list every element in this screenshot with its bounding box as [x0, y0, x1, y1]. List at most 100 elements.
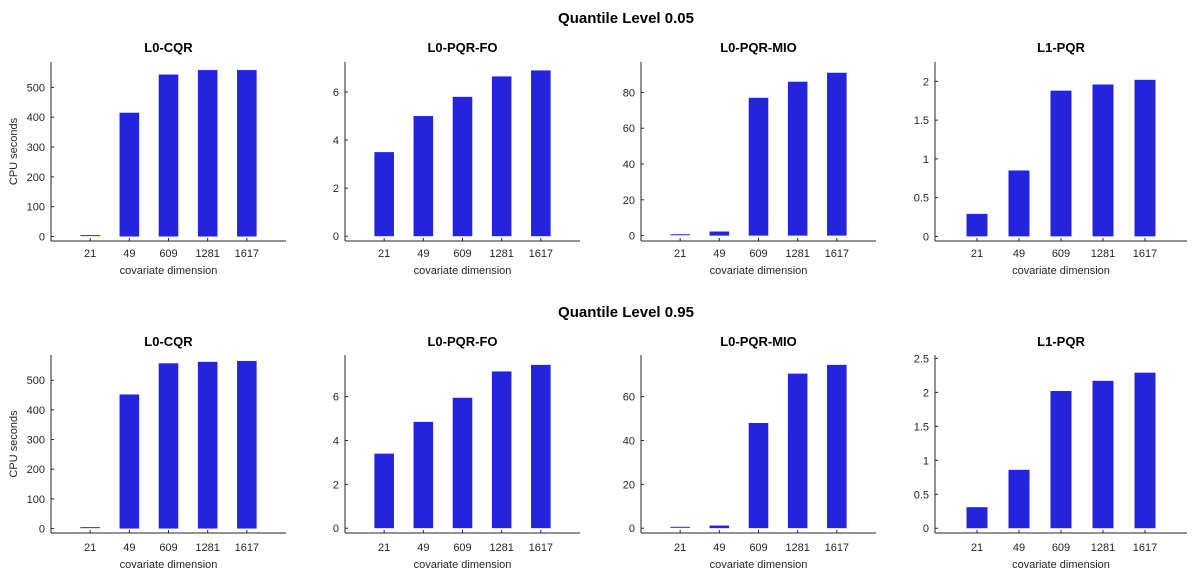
x-tick-label: 21	[971, 542, 983, 554]
x-tick-label: 609	[159, 542, 177, 554]
y-tick-label: 2.5	[914, 353, 929, 365]
x-tick-label: 1281	[1091, 542, 1115, 554]
y-tick-label: 0	[629, 231, 635, 243]
x-tick-label: 1617	[825, 542, 849, 554]
bar-49	[1008, 170, 1030, 237]
y-tick-label: 20	[623, 479, 635, 491]
panel-l0-pqr-mio: L0-PQR-MIO 0 20 40 60 80 21 49 609 1281 1617 covari…	[623, 40, 876, 277]
x-tick-label: 609	[749, 248, 767, 260]
y-tick-label: 1	[923, 154, 929, 166]
bar-1617	[237, 70, 257, 237]
x-tick-label: 49	[713, 542, 725, 554]
bar-1617	[1134, 79, 1156, 237]
bar-609	[1050, 391, 1072, 529]
y-tick-label: 40	[623, 159, 635, 171]
x-tick-label: 21	[84, 248, 96, 260]
bar-21	[670, 526, 690, 528]
x-tick-label: 1281	[1091, 248, 1115, 260]
y-tick-label: 0.5	[914, 489, 929, 501]
panel-title: L1-PQR	[1037, 40, 1085, 55]
subplot-row-2: Quantile Level 0.95L0-CQR010020030040050…	[8, 304, 1187, 571]
x-tick-label: 1617	[825, 248, 849, 260]
bar-1617	[1134, 372, 1156, 529]
bar-1281	[197, 361, 218, 529]
y-tick-label: 300	[27, 142, 45, 154]
bar-1281	[491, 371, 512, 529]
bar-1281	[787, 81, 808, 236]
bar-21	[374, 152, 394, 237]
bar-609	[748, 97, 769, 236]
x-axis-label: covariate dimension	[120, 559, 218, 571]
y-tick-label: 60	[623, 392, 635, 404]
bar-21	[966, 213, 988, 237]
bar-1281	[787, 373, 808, 529]
bar-49	[1008, 469, 1030, 529]
y-tick-label: 4	[333, 135, 339, 147]
y-tick-label: 400	[27, 112, 45, 124]
x-tick-label: 21	[378, 542, 390, 554]
x-tick-label: 1617	[529, 542, 553, 554]
x-axis-label: covariate dimension	[414, 559, 512, 571]
bar-609	[452, 397, 473, 529]
bar-21	[670, 234, 690, 236]
x-axis-label: covariate dimension	[1012, 559, 1110, 571]
x-tick-label: 21	[84, 542, 96, 554]
panel-title: L0-CQR	[144, 334, 193, 349]
y-tick-label: 2	[923, 76, 929, 88]
bar-21	[80, 235, 100, 237]
x-tick-label: 1281	[785, 542, 809, 554]
x-tick-label: 21	[971, 248, 983, 260]
x-tick-label: 1617	[529, 248, 553, 260]
panel-title: L0-PQR-MIO	[720, 334, 797, 349]
x-tick-label: 49	[1013, 542, 1025, 554]
x-tick-label: 49	[713, 248, 725, 260]
y-tick-label: 0	[39, 232, 45, 244]
bar-21	[966, 507, 988, 529]
bar-1617	[237, 360, 257, 529]
x-axis-label: covariate dimension	[710, 265, 808, 277]
panel-title: L0-PQR-FO	[427, 40, 497, 55]
panel-title: L0-CQR	[144, 40, 193, 55]
x-tick-label: 609	[1052, 248, 1070, 260]
y-tick-label: 2	[333, 479, 339, 491]
bar-21	[80, 527, 100, 529]
x-axis-label: covariate dimension	[414, 265, 512, 277]
bar-1281	[1092, 380, 1114, 529]
y-tick-label: 0	[923, 523, 929, 535]
x-tick-label: 21	[674, 248, 686, 260]
panel-l1-pqr: L1-PQR 0 0.5 1 1.5 2 2.5 21 49 609 1281 1617 covaria…	[914, 334, 1187, 571]
y-tick-label: 100	[27, 494, 45, 506]
bar-49	[709, 525, 730, 529]
bar-1617	[531, 70, 551, 237]
y-tick-label: 2	[333, 183, 339, 195]
y-tick-label: 0	[39, 524, 45, 536]
bar-609	[452, 96, 473, 237]
y-tick-label: 40	[623, 435, 635, 447]
x-tick-label: 609	[1052, 542, 1070, 554]
y-axis-label: CPU seconds	[8, 410, 20, 478]
panel-l1-pqr: L1-PQR 0 0.5 1 1.5 2 21 49 609 1281 1617 covariate …	[914, 40, 1187, 277]
bar-1617	[827, 364, 847, 529]
y-tick-label: 80	[623, 87, 635, 99]
y-tick-label: 20	[623, 195, 635, 207]
y-tick-label: 0	[923, 231, 929, 243]
y-tick-label: 6	[333, 87, 339, 99]
x-tick-label: 49	[123, 542, 135, 554]
x-tick-label: 49	[417, 248, 429, 260]
x-tick-label: 1281	[489, 542, 513, 554]
panel-l0-pqr-fo: L0-PQR-FO 0 2 4 6 21 49 609 1281 1617 covariate di…	[333, 334, 580, 571]
y-tick-label: 1	[923, 455, 929, 467]
bar-1617	[531, 364, 551, 529]
panel-l0-pqr-mio: L0-PQR-MIO 0 20 40 60 21 49 609 1281 1617 covariat…	[623, 334, 876, 571]
x-tick-label: 1281	[489, 248, 513, 260]
panel-title: L1-PQR	[1037, 334, 1085, 349]
bar-1281	[491, 76, 512, 237]
y-tick-label: 500	[27, 375, 45, 387]
x-tick-label: 21	[674, 542, 686, 554]
x-tick-label: 1617	[1133, 542, 1157, 554]
x-tick-label: 1281	[195, 542, 219, 554]
y-tick-label: 400	[27, 405, 45, 417]
bar-1281	[197, 70, 218, 237]
y-axis-label: CPU seconds	[8, 117, 20, 185]
